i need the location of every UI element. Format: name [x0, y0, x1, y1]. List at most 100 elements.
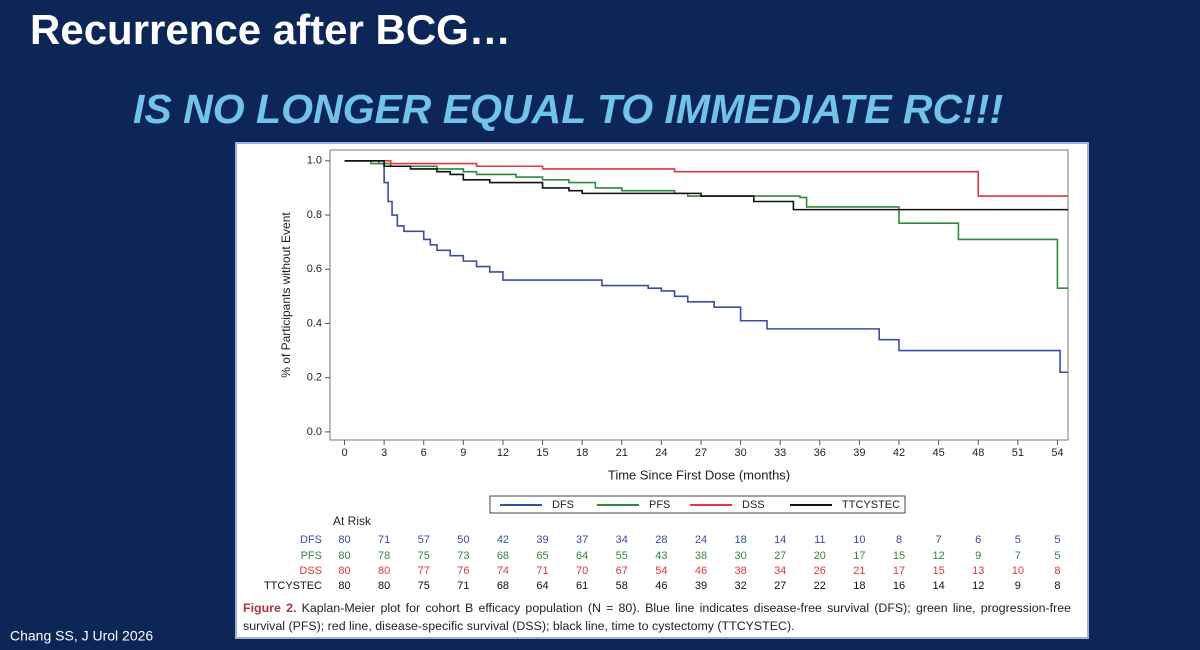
at-risk-count: 5 [1015, 534, 1021, 546]
at-risk-count: 13 [972, 565, 984, 577]
at-risk-count: 71 [536, 565, 548, 577]
at-risk-count: 75 [418, 580, 430, 592]
at-risk-count: 65 [536, 550, 548, 562]
at-risk-count: 7 [1015, 550, 1021, 562]
y-tick-label: 1.0 [307, 155, 322, 167]
at-risk-count: 43 [655, 550, 667, 562]
at-risk-title: At Risk [333, 514, 372, 528]
at-risk-count: 71 [378, 534, 390, 546]
at-risk-count: 80 [338, 580, 350, 592]
at-risk-count: 30 [734, 550, 746, 562]
at-risk-count: 14 [932, 580, 944, 592]
legend-label: PFS [649, 499, 670, 511]
caption-text: Kaplan-Meier plot for cohort B efficacy … [243, 601, 1071, 633]
at-risk-count: 68 [497, 550, 509, 562]
plot-frame [329, 149, 1069, 441]
at-risk-count: 27 [774, 580, 786, 592]
at-risk-count: 6 [975, 534, 981, 546]
at-risk-count: 57 [418, 534, 430, 546]
x-tick-label: 0 [341, 447, 347, 459]
at-risk-count: 71 [457, 580, 469, 592]
at-risk-count: 75 [418, 550, 430, 562]
survival-curve [344, 160, 1068, 197]
x-tick-label: 42 [893, 447, 905, 459]
at-risk-count: 7 [936, 534, 942, 546]
legend-label: TTCYSTEC [842, 499, 900, 511]
at-risk-count: 8 [1054, 580, 1060, 592]
at-risk-count: 26 [814, 565, 826, 577]
at-risk-count: 46 [655, 580, 667, 592]
x-tick-label: 24 [655, 447, 667, 459]
at-risk-count: 39 [536, 534, 548, 546]
at-risk-count: 34 [616, 534, 628, 546]
at-risk-count: 61 [576, 580, 588, 592]
at-risk-row-label: DSS [299, 565, 322, 577]
at-risk-count: 18 [853, 580, 865, 592]
at-risk-count: 21 [853, 565, 865, 577]
at-risk-count: 32 [734, 580, 746, 592]
figure-panel [235, 142, 1089, 639]
y-tick-label: 0.4 [307, 317, 322, 329]
slide-subtitle: IS NO LONGER EQUAL TO IMMEDIATE RC!!! [133, 86, 1003, 132]
citation: Chang SS, J Urol 2026 [10, 628, 153, 644]
x-tick-label: 36 [814, 447, 826, 459]
at-risk-count: 38 [734, 565, 746, 577]
at-risk-count: 9 [975, 550, 981, 562]
x-tick-label: 45 [932, 447, 944, 459]
at-risk-count: 14 [774, 534, 786, 546]
at-risk-count: 38 [695, 550, 707, 562]
y-tick-label: 0.6 [307, 263, 322, 275]
at-risk-count: 55 [616, 550, 628, 562]
x-tick-label: 18 [576, 447, 588, 459]
at-risk-count: 18 [734, 534, 746, 546]
at-risk-count: 9 [1015, 580, 1021, 592]
at-risk-count: 46 [695, 565, 707, 577]
at-risk-count: 64 [536, 580, 548, 592]
x-axis-label: Time Since First Dose (months) [608, 467, 790, 482]
y-tick-label: 0.8 [307, 209, 322, 221]
x-tick-label: 6 [421, 447, 427, 459]
at-risk-count: 54 [655, 565, 667, 577]
x-tick-label: 3 [381, 447, 387, 459]
slide-title: Recurrence after BCG… [30, 6, 511, 53]
x-tick-label: 12 [497, 447, 509, 459]
at-risk-count: 34 [774, 565, 786, 577]
at-risk-count: 68 [497, 580, 509, 592]
at-risk-count: 80 [338, 565, 350, 577]
x-tick-label: 27 [695, 447, 707, 459]
at-risk-count: 15 [893, 550, 905, 562]
at-risk-count: 80 [338, 534, 350, 546]
x-tick-label: 39 [853, 447, 865, 459]
at-risk-count: 70 [576, 565, 588, 577]
at-risk-count: 12 [972, 580, 984, 592]
at-risk-count: 15 [932, 565, 944, 577]
at-risk-row-label: TTCYSTEC [264, 580, 322, 592]
at-risk-count: 8 [1054, 565, 1060, 577]
at-risk-count: 77 [418, 565, 430, 577]
at-risk-count: 11 [814, 534, 825, 546]
at-risk-count: 73 [457, 550, 469, 562]
x-tick-label: 33 [774, 447, 786, 459]
x-tick-label: 15 [536, 447, 548, 459]
at-risk-count: 20 [814, 550, 826, 562]
at-risk-count: 37 [576, 534, 588, 546]
at-risk-count: 76 [457, 565, 469, 577]
at-risk-count: 17 [853, 550, 865, 562]
x-tick-label: 51 [1012, 447, 1024, 459]
x-tick-label: 21 [616, 447, 628, 459]
at-risk-count: 42 [497, 534, 509, 546]
x-tick-label: 30 [734, 447, 746, 459]
at-risk-count: 50 [457, 534, 469, 546]
at-risk-count: 12 [932, 550, 944, 562]
at-risk-count: 28 [655, 534, 667, 546]
at-risk-count: 78 [378, 550, 390, 562]
at-risk-count: 5 [1054, 534, 1060, 546]
at-risk-count: 8 [896, 534, 902, 546]
y-tick-label: 0.0 [307, 426, 322, 438]
legend-label: DFS [552, 499, 574, 511]
x-tick-label: 9 [460, 447, 466, 459]
y-tick-label: 0.2 [307, 372, 322, 384]
at-risk-count: 74 [497, 565, 509, 577]
